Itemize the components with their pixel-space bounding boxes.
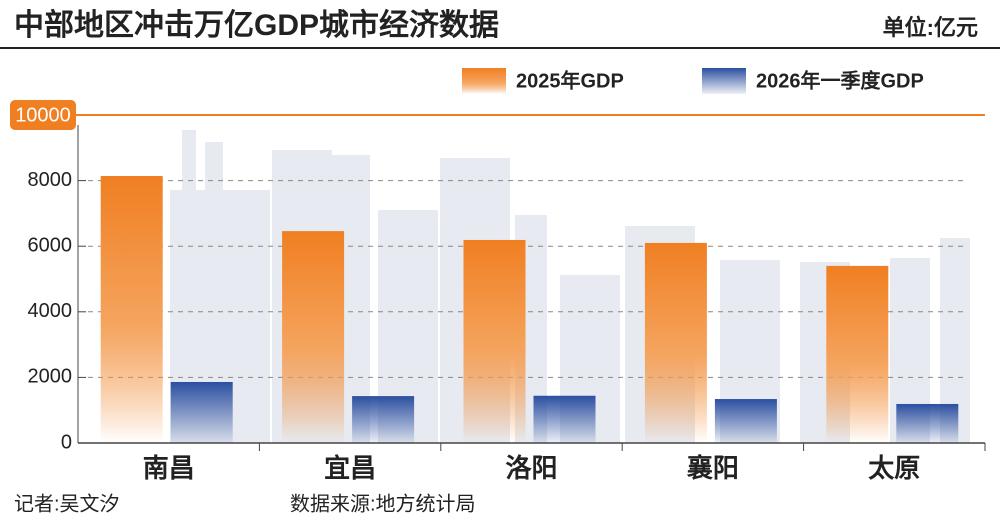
bar (282, 231, 345, 443)
tick-badge (10, 100, 76, 130)
y-tick-label: 4000 (28, 300, 73, 322)
source: 数据来源:地方统计局 (290, 492, 476, 515)
bar (896, 403, 959, 443)
legend-swatch (702, 68, 746, 94)
y-tick-label: 2000 (28, 366, 73, 388)
bar (826, 265, 889, 443)
bar (100, 176, 163, 443)
chart-title: 中部地区冲击万亿GDP城市经济数据 (14, 8, 499, 42)
y-tick-label: 10000 (15, 104, 71, 126)
unit-label: 单位:亿元 (883, 15, 978, 40)
bar (352, 396, 415, 443)
y-tick-label: 8000 (28, 169, 73, 191)
x-tick-label: 宜昌 (324, 453, 376, 483)
legend-label: 2026年一季度GDP (756, 68, 924, 92)
x-tick-label: 襄阳 (686, 453, 739, 483)
y-tick-label: 6000 (28, 234, 73, 256)
x-tick-label: 洛阳 (505, 453, 557, 483)
author: 记者:吴文汐 (14, 492, 120, 515)
bar (463, 239, 526, 443)
bar (170, 381, 233, 443)
bar (533, 395, 596, 443)
legend-label: 2025年GDP (516, 68, 624, 92)
bar (714, 399, 777, 443)
x-tick-label: 太原 (868, 453, 920, 483)
x-tick-label: 南昌 (143, 453, 195, 483)
bar (644, 242, 707, 443)
legend-swatch (462, 68, 506, 94)
y-tick-label: 0 (61, 431, 72, 453)
